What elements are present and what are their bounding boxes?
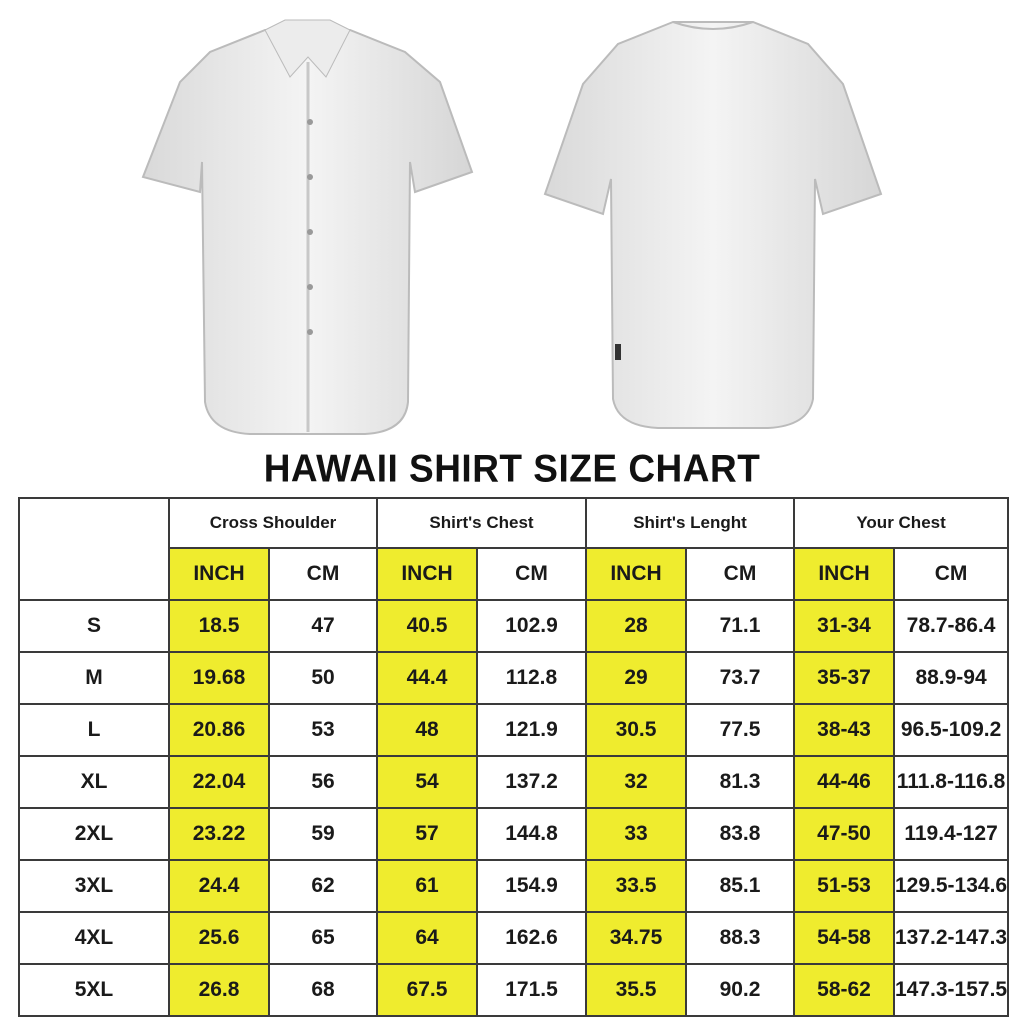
chart-title: HAWAII SHIRT SIZE CHART xyxy=(263,446,761,490)
cm-value-cell: 102.9 xyxy=(476,599,587,653)
cm-value-cell: 71.1 xyxy=(685,599,795,653)
inch-value-cell: 26.8 xyxy=(168,963,270,1017)
unit-header-cm: CM xyxy=(685,547,795,601)
inch-value-cell: 40.5 xyxy=(376,599,478,653)
table-row: 2XL 23.22 59 57 144.8 33 83.8 47-50 119.4-127 xyxy=(18,807,1010,861)
unit-header-cm: CM xyxy=(476,547,587,601)
group-header: Cross Shoulder xyxy=(168,497,378,549)
inch-value-cell: 38-43 xyxy=(793,703,895,757)
cm-value-cell: 137.2 xyxy=(476,755,587,809)
unit-header-inch: INCH xyxy=(585,547,687,601)
table-row: 5XL 26.8 68 67.5 171.5 35.5 90.2 58-62 147.3-157… xyxy=(18,963,1010,1017)
cm-value-cell: 53 xyxy=(268,703,378,757)
cm-value-cell: 56 xyxy=(268,755,378,809)
corner-cell xyxy=(18,497,170,601)
cm-value-cell: 77.5 xyxy=(685,703,795,757)
inch-value-cell: 44.4 xyxy=(376,651,478,705)
cm-value-cell: 62 xyxy=(268,859,378,913)
inch-value-cell: 24.4 xyxy=(168,859,270,913)
inch-value-cell: 54 xyxy=(376,755,478,809)
cm-value-cell: 81.3 xyxy=(685,755,795,809)
cm-value-cell: 154.9 xyxy=(476,859,587,913)
table-row: S 18.5 47 40.5 102.9 28 71.1 31-34 78.7-86.4 xyxy=(18,599,1010,653)
table-row: XL 22.04 56 54 137.2 32 81.3 44-46 111.8-116.8 xyxy=(18,755,1010,809)
group-header: Shirt's Lenght xyxy=(585,497,795,549)
size-label: XL xyxy=(18,755,170,809)
group-header: Your Chest xyxy=(792,497,1010,549)
cm-value-cell: 73.7 xyxy=(685,651,795,705)
size-label: 4XL xyxy=(18,911,170,965)
inch-value-cell: 18.5 xyxy=(168,599,270,653)
inch-value-cell: 67.5 xyxy=(376,963,478,1017)
shirt-back-image xyxy=(543,21,883,429)
inch-value-cell: 33 xyxy=(585,807,687,861)
unit-header-inch: INCH xyxy=(793,547,895,601)
inch-value-cell: 23.22 xyxy=(168,807,270,861)
inch-value-cell: 47-50 xyxy=(793,807,895,861)
size-label: 2XL xyxy=(18,807,170,861)
unit-header-inch: INCH xyxy=(376,547,478,601)
cm-value-cell: 68 xyxy=(268,963,378,1017)
shirt-front-image xyxy=(141,19,474,435)
inch-value-cell: 64 xyxy=(376,911,478,965)
inch-value-cell: 28 xyxy=(585,599,687,653)
cm-value-cell: 59 xyxy=(268,807,378,861)
group-header: Shirt's Chest xyxy=(376,497,587,549)
size-label: 3XL xyxy=(18,859,170,913)
inch-value-cell: 61 xyxy=(376,859,478,913)
inch-value-cell: 57 xyxy=(376,807,478,861)
inch-value-cell: 48 xyxy=(376,703,478,757)
cm-value-cell: 88.3 xyxy=(685,911,795,965)
cm-value-cell: 147.3-157.5 xyxy=(892,963,1010,1017)
table-row: 4XL 25.6 65 64 162.6 34.75 88.3 54-58 137.2-147.… xyxy=(18,911,1010,965)
inch-value-cell: 33.5 xyxy=(585,859,687,913)
inch-value-cell: 29 xyxy=(585,651,687,705)
cm-value-cell: 137.2-147.3 xyxy=(892,911,1010,965)
cm-value-cell: 90.2 xyxy=(685,963,795,1017)
cm-value-cell: 47 xyxy=(268,599,378,653)
table-row: 3XL 24.4 62 61 154.9 33.5 85.1 51-53 129.5-134.6 xyxy=(18,859,1010,913)
cm-value-cell: 88.9-94 xyxy=(892,651,1010,705)
inch-value-cell: 35.5 xyxy=(585,963,687,1017)
cm-value-cell: 129.5-134.6 xyxy=(892,859,1010,913)
cm-value-cell: 83.8 xyxy=(685,807,795,861)
inch-value-cell: 25.6 xyxy=(168,911,270,965)
inch-value-cell: 58-62 xyxy=(793,963,895,1017)
unit-header-inch: INCH xyxy=(168,547,270,601)
size-chart-table: Cross Shoulder Shirt's Chest Shirt's Len… xyxy=(18,497,1010,1017)
cm-value-cell: 65 xyxy=(268,911,378,965)
size-label: M xyxy=(18,651,170,705)
inch-value-cell: 34.75 xyxy=(585,911,687,965)
cm-value-cell: 85.1 xyxy=(685,859,795,913)
unit-header-cm: CM xyxy=(268,547,378,601)
cm-value-cell: 119.4-127 xyxy=(892,807,1010,861)
inch-value-cell: 51-53 xyxy=(793,859,895,913)
inch-value-cell: 22.04 xyxy=(168,755,270,809)
size-label: 5XL xyxy=(18,963,170,1017)
cm-value-cell: 112.8 xyxy=(476,651,587,705)
inch-value-cell: 35-37 xyxy=(793,651,895,705)
inch-value-cell: 30.5 xyxy=(585,703,687,757)
cm-value-cell: 144.8 xyxy=(476,807,587,861)
cm-value-cell: 121.9 xyxy=(476,703,587,757)
table-row: L 20.86 53 48 121.9 30.5 77.5 38-43 96.5-109.2 xyxy=(18,703,1010,757)
size-label: L xyxy=(18,703,170,757)
cm-value-cell: 171.5 xyxy=(476,963,587,1017)
cm-value-cell: 96.5-109.2 xyxy=(892,703,1010,757)
cm-value-cell: 50 xyxy=(268,651,378,705)
inch-value-cell: 44-46 xyxy=(793,755,895,809)
table-row: M 19.68 50 44.4 112.8 29 73.7 35-37 88.9-94 xyxy=(18,651,1010,705)
inch-value-cell: 31-34 xyxy=(793,599,895,653)
inch-value-cell: 32 xyxy=(585,755,687,809)
cm-value-cell: 162.6 xyxy=(476,911,587,965)
size-label: S xyxy=(18,599,170,653)
inch-value-cell: 20.86 xyxy=(168,703,270,757)
unit-header-cm: CM xyxy=(892,547,1010,601)
inch-value-cell: 54-58 xyxy=(793,911,895,965)
cm-value-cell: 78.7-86.4 xyxy=(892,599,1010,653)
inch-value-cell: 19.68 xyxy=(168,651,270,705)
cm-value-cell: 111.8-116.8 xyxy=(892,755,1010,809)
